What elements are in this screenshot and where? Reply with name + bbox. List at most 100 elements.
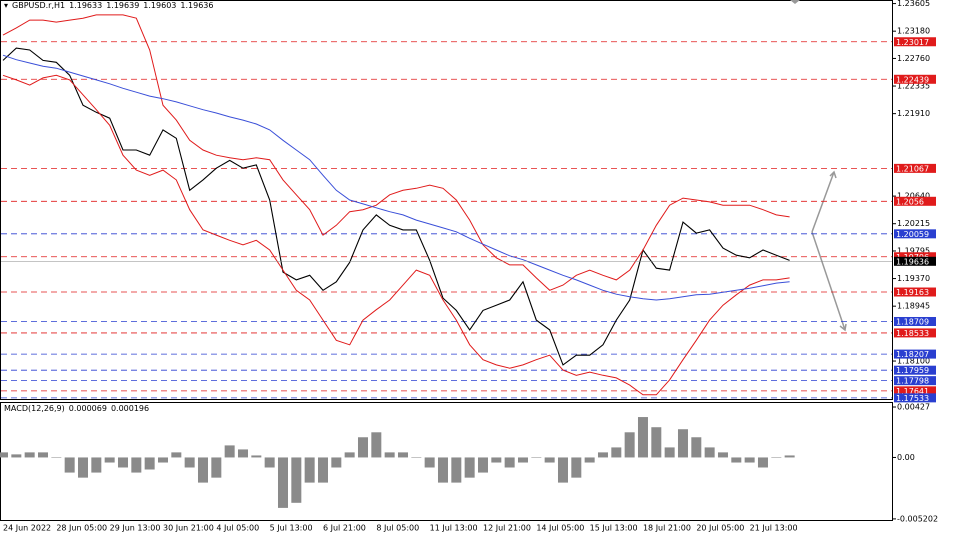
macd-bar [757,457,768,468]
x-tick-label: 28 Jun 05:00 [56,524,107,533]
price-line [2,54,790,301]
macd-bar [651,427,662,458]
macd-bar [771,457,782,458]
y-tick-label: 1.18945 [897,302,930,311]
macd-bar [517,457,528,463]
macd-bar [584,457,595,463]
indicator: MACD(12,26,9) [4,404,65,413]
macd-bar [437,457,448,483]
macd-bar [344,452,355,458]
level-label: 1.17533 [896,394,929,403]
x-tick-label: 29 Jun 13:00 [110,524,161,533]
macd-bar [104,457,115,463]
projection-arrow [811,170,837,233]
level-tag [894,328,936,338]
macd-bar [64,457,75,473]
macd-bar [397,452,408,458]
level-label: 1.17641 [896,387,929,396]
level-label: 1.17798 [896,377,929,386]
level-tag [894,163,936,173]
level-tag [894,287,936,297]
macd-bar [304,457,315,483]
open: 1.19633 [69,1,103,10]
macd-bar [544,457,555,463]
macd-bar [237,449,248,458]
x-tick-label: 11 Jul 13:00 [430,524,478,533]
macd-bar [611,447,622,458]
signal-value: 0.000196 [110,404,150,413]
x-tick-label: 14 Jul 05:00 [536,524,584,533]
level-label: 1.21067 [896,164,929,173]
current-price-label: 1.19636 [896,257,929,266]
macd-bar [251,455,262,458]
macd-bar [677,429,688,458]
macd-bar [51,457,62,458]
macd-bar [717,452,728,458]
macd-bar [384,452,395,458]
level-tag [894,37,936,47]
macd-bar [571,457,582,478]
level-label: 1.18533 [896,329,929,338]
macd-bar [184,457,195,468]
macd-bar [357,437,368,458]
macd-bar [597,452,608,458]
macd-bar [77,457,88,478]
level-tag [894,393,936,403]
y-tick-label: -0.005202 [897,514,938,523]
macd-bar [451,457,462,483]
x-tick-label: 5 Jul 13:00 [270,524,313,533]
level-label: 1.19163 [896,288,929,297]
high: 1.19639 [106,1,140,10]
level-tag [894,365,936,375]
level-label: 1.23017 [896,38,929,47]
x-tick-label: 21 Jul 13:00 [750,524,798,533]
macd-bar [731,457,742,463]
y-tick-label: 1.18100 [897,357,930,366]
level-label: 1.18207 [896,350,929,359]
macd-bar [171,452,182,458]
macd-bar [117,457,128,468]
symbol-header: ▾ GBPUSD.r,H1 1.19633 1.19639 1.19603 1.… [4,1,213,10]
macd-header: MACD(12,26,9) 0.000069 0.000196 [4,404,149,413]
y-tick-label: 1.22760 [897,54,930,63]
macd-bar [144,457,155,470]
y-tick-label: 1.20640 [897,192,930,201]
level-label: 1.2056 [896,197,924,206]
y-tick-label: 1.19370 [897,274,930,283]
y-tick-label: 0.00 [897,453,915,462]
y-tick-label: 1.23605 [897,0,930,8]
macd-bar [197,457,208,483]
macd-bar [704,447,715,458]
level-tag [894,229,936,239]
symbol: GBPUSD.r,H1 [12,1,66,10]
level-tag [894,252,936,262]
macd-bar [691,437,702,458]
macd-bar [317,457,328,483]
macd-panel [0,402,893,521]
macd-bar [224,445,235,458]
level-tag [894,196,936,206]
macd-bar [157,457,168,463]
x-tick-label: 12 Jul 21:00 [483,524,531,533]
x-tick-label: 4 Jul 05:00 [216,524,259,533]
macd-bar [277,457,288,508]
y-tick-label: 1.19795 [897,246,930,255]
price-line [2,47,790,366]
y-tick-label: 1.23180 [897,27,930,36]
level-label: 1.20059 [896,230,929,239]
y-tick-label: 0.00427 [897,403,930,412]
y-tick-label: 1.22335 [897,82,930,91]
macd-bar [211,457,222,478]
x-tick-label: 24 Jun 2022 [3,524,51,533]
macd-bar [331,457,342,468]
scroll-marker [790,0,800,4]
close: 1.19636 [180,1,214,10]
price-line [2,74,790,396]
x-tick-label: 6 Jul 21:00 [323,524,366,533]
level-tag [894,376,936,386]
macd-bar [664,447,675,458]
x-tick-label: 30 Jun 21:00 [163,524,214,533]
low: 1.19603 [143,1,177,10]
macd-bar [637,417,648,458]
